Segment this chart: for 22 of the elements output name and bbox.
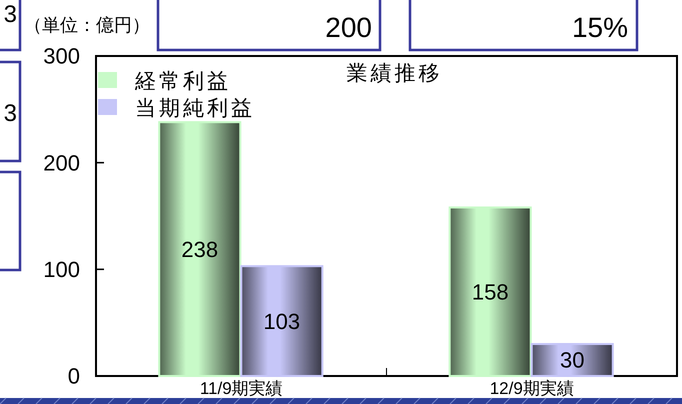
data-label: 158 bbox=[472, 279, 509, 304]
x-tick-label: 11/9期実績 bbox=[200, 379, 283, 398]
text: 15% bbox=[572, 12, 628, 43]
bar bbox=[240, 265, 324, 377]
chart-title: 業績推移 bbox=[346, 62, 442, 85]
y-tick-label: 100 bbox=[43, 257, 80, 282]
text: 3 bbox=[4, 1, 17, 28]
data-label: 30 bbox=[560, 348, 585, 373]
bar bbox=[448, 206, 532, 377]
y-tick-label: 200 bbox=[43, 150, 80, 176]
y-axis-title: （単位：億円） bbox=[24, 15, 150, 35]
text: 200 bbox=[325, 12, 372, 43]
bar bbox=[530, 343, 614, 377]
data-label: 238 bbox=[181, 236, 218, 262]
y-tick-label: 0 bbox=[68, 364, 80, 389]
legend-label: 当期純利益 bbox=[135, 96, 255, 120]
x-tick-label: 12/9期実績 bbox=[490, 379, 574, 398]
bar bbox=[158, 121, 242, 377]
text: 3 bbox=[4, 100, 17, 127]
y-tick-label: 300 bbox=[43, 44, 80, 69]
legend-label: 経常利益 bbox=[134, 70, 231, 93]
data-label: 103 bbox=[263, 308, 300, 334]
